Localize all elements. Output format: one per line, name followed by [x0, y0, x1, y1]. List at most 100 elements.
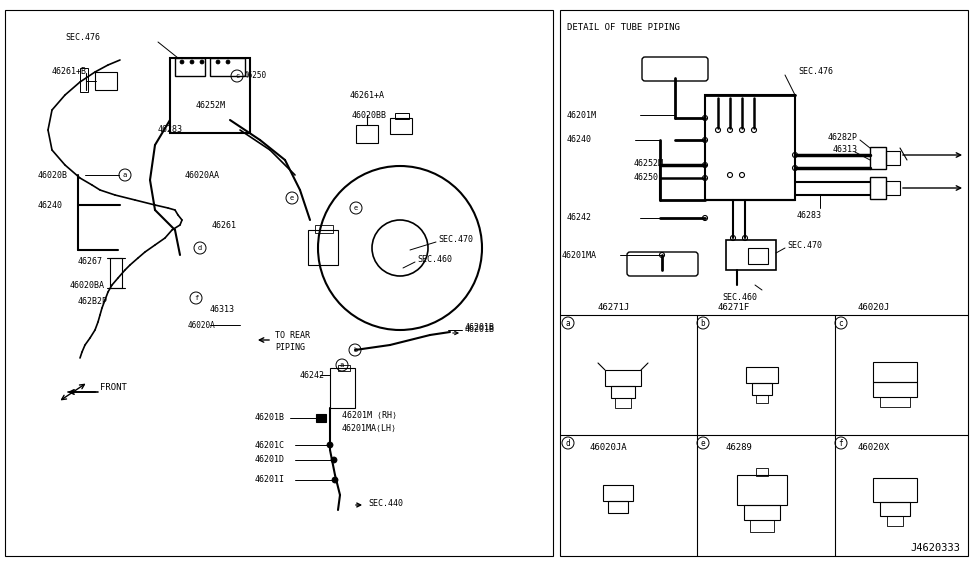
Bar: [356, 125, 378, 143]
Bar: [603, 485, 633, 501]
Text: d: d: [198, 245, 202, 251]
Text: 46313: 46313: [210, 306, 235, 315]
Text: b: b: [353, 347, 357, 353]
Bar: [175, 58, 205, 76]
Text: a: a: [566, 319, 570, 328]
Bar: [615, 398, 631, 408]
Text: 46020A: 46020A: [188, 320, 215, 329]
Text: 46201I: 46201I: [255, 475, 285, 484]
Circle shape: [226, 60, 230, 64]
Bar: [873, 362, 917, 382]
Bar: [560, 10, 968, 556]
Bar: [5, 10, 553, 556]
Bar: [308, 230, 338, 265]
Text: d: d: [566, 439, 570, 448]
Circle shape: [331, 457, 337, 463]
Text: SEC.440: SEC.440: [368, 499, 403, 508]
Bar: [886, 151, 900, 165]
Text: 46283: 46283: [797, 211, 822, 220]
Text: 46242: 46242: [300, 371, 325, 379]
Circle shape: [216, 60, 220, 64]
Text: 46250: 46250: [244, 71, 267, 80]
Text: 46020AA: 46020AA: [185, 170, 220, 179]
Text: 46201B: 46201B: [255, 414, 285, 422]
Text: 46261: 46261: [212, 221, 237, 229]
Text: 46261+A: 46261+A: [350, 91, 385, 100]
Circle shape: [327, 442, 333, 448]
Bar: [750, 520, 774, 532]
Bar: [870, 147, 886, 169]
Text: DETAIL OF TUBE PIPING: DETAIL OF TUBE PIPING: [567, 23, 680, 32]
Bar: [611, 386, 635, 398]
Bar: [873, 478, 917, 502]
Text: PIPING: PIPING: [275, 344, 305, 353]
Bar: [887, 516, 903, 526]
Text: 46201M: 46201M: [567, 110, 597, 119]
Bar: [210, 58, 245, 76]
Circle shape: [190, 60, 194, 64]
Text: 46201D: 46201D: [255, 456, 285, 465]
Text: 46283: 46283: [158, 126, 183, 135]
Text: SEC.476: SEC.476: [65, 33, 100, 42]
Text: 46020BA: 46020BA: [70, 281, 105, 289]
Text: SEC.470: SEC.470: [787, 241, 822, 250]
Text: 46282P: 46282P: [828, 132, 858, 142]
Text: a: a: [340, 362, 344, 368]
Bar: [316, 414, 326, 422]
Text: e: e: [354, 205, 358, 211]
Text: 46201B: 46201B: [465, 325, 495, 335]
Text: 46240: 46240: [38, 200, 63, 209]
Text: c: c: [838, 319, 843, 328]
Text: 46201M ⟨RH⟩: 46201M ⟨RH⟩: [342, 410, 397, 419]
Bar: [873, 382, 917, 397]
Text: 46020JA: 46020JA: [590, 444, 628, 452]
Text: TO REAR: TO REAR: [275, 331, 310, 340]
Text: 46240: 46240: [567, 135, 592, 144]
Text: 46242: 46242: [567, 213, 592, 222]
Bar: [170, 58, 250, 133]
Text: 46267: 46267: [78, 258, 103, 267]
Text: 46271J: 46271J: [598, 303, 630, 312]
Text: e: e: [701, 439, 705, 448]
Text: 46020BB: 46020BB: [352, 110, 387, 119]
Bar: [744, 505, 780, 520]
Text: f: f: [838, 439, 843, 448]
Bar: [752, 383, 772, 395]
Text: 46289: 46289: [725, 444, 752, 452]
Text: f: f: [194, 295, 198, 301]
Text: e: e: [290, 195, 294, 201]
Bar: [110, 258, 122, 288]
Text: 46020J: 46020J: [858, 303, 890, 312]
Text: SEC.460: SEC.460: [417, 255, 452, 264]
Text: 46020B: 46020B: [38, 170, 68, 179]
Text: 46201MA⟨LH⟩: 46201MA⟨LH⟩: [342, 423, 397, 432]
Text: 46201C: 46201C: [255, 440, 285, 449]
Text: 46201MA: 46201MA: [562, 251, 597, 259]
Bar: [746, 367, 778, 383]
Bar: [870, 177, 886, 199]
Text: 46020X: 46020X: [858, 444, 890, 452]
Circle shape: [180, 60, 184, 64]
Bar: [315, 225, 333, 233]
Text: 462B2P: 462B2P: [78, 298, 108, 307]
Bar: [748, 248, 768, 264]
Text: 46261+B: 46261+B: [52, 67, 87, 76]
Text: c: c: [235, 73, 239, 79]
Text: 46250: 46250: [634, 174, 659, 182]
Bar: [395, 113, 409, 119]
Bar: [756, 395, 768, 403]
Bar: [886, 181, 900, 195]
Text: 46252M: 46252M: [634, 158, 664, 168]
Text: 46313: 46313: [833, 145, 858, 155]
Circle shape: [200, 60, 204, 64]
Text: J4620333: J4620333: [910, 543, 960, 553]
Bar: [880, 397, 910, 407]
Circle shape: [332, 477, 338, 483]
Text: b: b: [701, 319, 705, 328]
Bar: [705, 95, 795, 200]
Text: 46271F: 46271F: [718, 303, 750, 312]
Text: 46201B: 46201B: [465, 324, 495, 332]
Bar: [330, 368, 355, 408]
Bar: [338, 365, 350, 371]
Bar: [726, 240, 776, 270]
